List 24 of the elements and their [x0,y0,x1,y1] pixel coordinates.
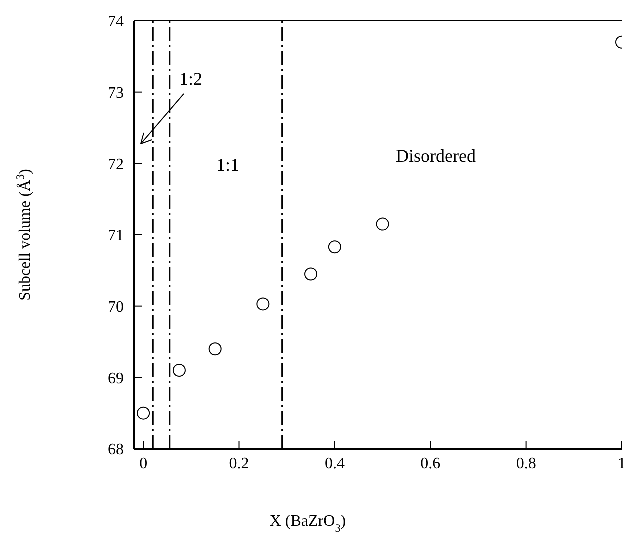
point [208,342,222,356]
y-tick-label: 72 [108,156,124,174]
point [328,240,342,254]
x-tick-label: 0.2 [229,455,250,472]
point [304,268,318,281]
y-tick-label: 68 [108,442,124,459]
y-tick-label: 73 [108,85,124,102]
y-tick-label: 71 [108,228,124,245]
point [256,298,270,311]
point [376,218,390,231]
y-tick-label: 70 [108,299,124,316]
x-tick-label: 0.8 [516,455,536,472]
point [172,364,186,378]
y-tick-label: 69 [108,370,124,388]
x-tick-label: 0.6 [420,455,441,472]
x-axis-title: X (BaZrO$_{3}$) [270,513,346,535]
x-tick-label: 1 [618,455,626,472]
annotation: 1:2 [179,69,203,90]
annotation: Disordered [396,146,476,166]
y-tick-label: 74 [108,14,124,31]
x-tick-label: 0.4 [324,455,345,472]
annotation: 1:1 [216,155,240,176]
point [137,406,150,420]
x-tick-label: 0 [140,455,148,472]
